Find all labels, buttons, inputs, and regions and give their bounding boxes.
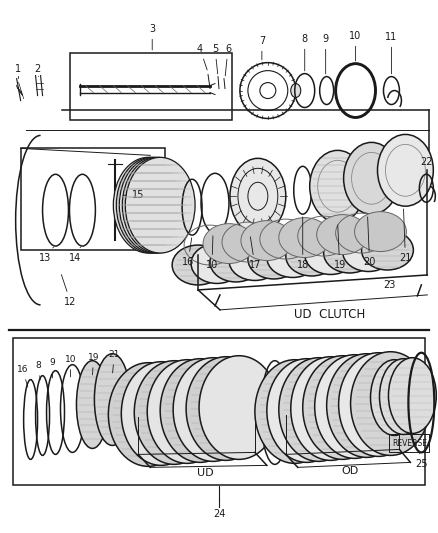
Text: 5: 5 [212,44,218,74]
Ellipse shape [343,232,395,271]
Text: 17: 17 [249,237,261,270]
Text: 24: 24 [213,509,225,519]
Text: 9: 9 [49,358,55,378]
Ellipse shape [303,356,382,459]
Ellipse shape [134,361,214,464]
Ellipse shape [291,357,371,461]
Ellipse shape [355,212,406,252]
Ellipse shape [267,359,346,462]
Ellipse shape [122,157,192,253]
Text: 1: 1 [14,63,21,78]
Ellipse shape [379,359,427,434]
Ellipse shape [255,360,335,463]
Text: 23: 23 [383,280,396,290]
Text: 20: 20 [364,217,376,267]
Ellipse shape [324,233,375,273]
Ellipse shape [191,244,243,284]
Ellipse shape [147,360,227,463]
Ellipse shape [248,239,300,279]
Text: 6: 6 [225,44,231,76]
Ellipse shape [173,358,253,462]
Text: 11: 11 [385,32,398,74]
Text: 13: 13 [39,247,53,263]
Ellipse shape [305,235,357,274]
Text: 2: 2 [35,63,41,77]
Text: 10: 10 [350,31,362,61]
Text: 19: 19 [88,353,99,375]
Text: 8: 8 [302,34,308,71]
Bar [389,434,429,453]
Ellipse shape [279,217,331,257]
Ellipse shape [95,354,130,446]
Text: 14: 14 [69,247,81,263]
Text: 12: 12 [61,274,77,307]
Text: 9: 9 [323,34,329,74]
Ellipse shape [350,352,430,455]
Text: REVERSE: REVERSE [392,439,427,448]
Ellipse shape [199,356,279,459]
Ellipse shape [119,157,189,253]
Bar [71,53,232,120]
Ellipse shape [210,242,262,282]
Ellipse shape [172,245,224,285]
Text: 15: 15 [123,190,145,200]
Text: 4: 4 [197,44,207,70]
Ellipse shape [77,361,108,448]
Ellipse shape [327,354,406,457]
Text: 22: 22 [420,157,433,174]
Ellipse shape [339,353,418,456]
Text: 10: 10 [65,355,76,377]
Ellipse shape [314,355,395,458]
Bar [21,148,165,250]
Ellipse shape [113,157,183,253]
Ellipse shape [361,230,413,270]
Ellipse shape [121,362,201,465]
Text: 3: 3 [149,24,155,50]
Text: 8: 8 [36,361,42,380]
Ellipse shape [291,84,301,98]
Ellipse shape [125,157,195,253]
Text: 21: 21 [109,350,120,373]
Text: 25: 25 [415,454,427,470]
Ellipse shape [279,358,359,462]
Text: 18: 18 [297,217,309,270]
Ellipse shape [310,150,366,222]
Text: OD: OD [341,466,358,477]
Ellipse shape [371,360,418,435]
Ellipse shape [378,134,433,206]
Text: 19: 19 [333,225,346,270]
Ellipse shape [203,224,255,263]
Ellipse shape [229,240,281,280]
Ellipse shape [267,238,319,278]
Text: 16: 16 [182,238,194,267]
Text: 7: 7 [259,36,265,60]
Bar [13,338,425,486]
Ellipse shape [117,157,186,253]
Ellipse shape [186,357,266,461]
Ellipse shape [343,142,399,214]
Ellipse shape [317,215,368,255]
Ellipse shape [160,359,240,462]
Ellipse shape [108,362,188,466]
Text: 21: 21 [399,209,412,263]
Ellipse shape [286,236,338,276]
Ellipse shape [389,358,436,433]
Text: 16: 16 [17,365,28,387]
Text: 10: 10 [206,236,218,270]
Text: UD  CLUTCH: UD CLUTCH [294,309,365,321]
Text: UD: UD [197,469,213,478]
Ellipse shape [230,158,286,234]
Ellipse shape [241,221,293,261]
